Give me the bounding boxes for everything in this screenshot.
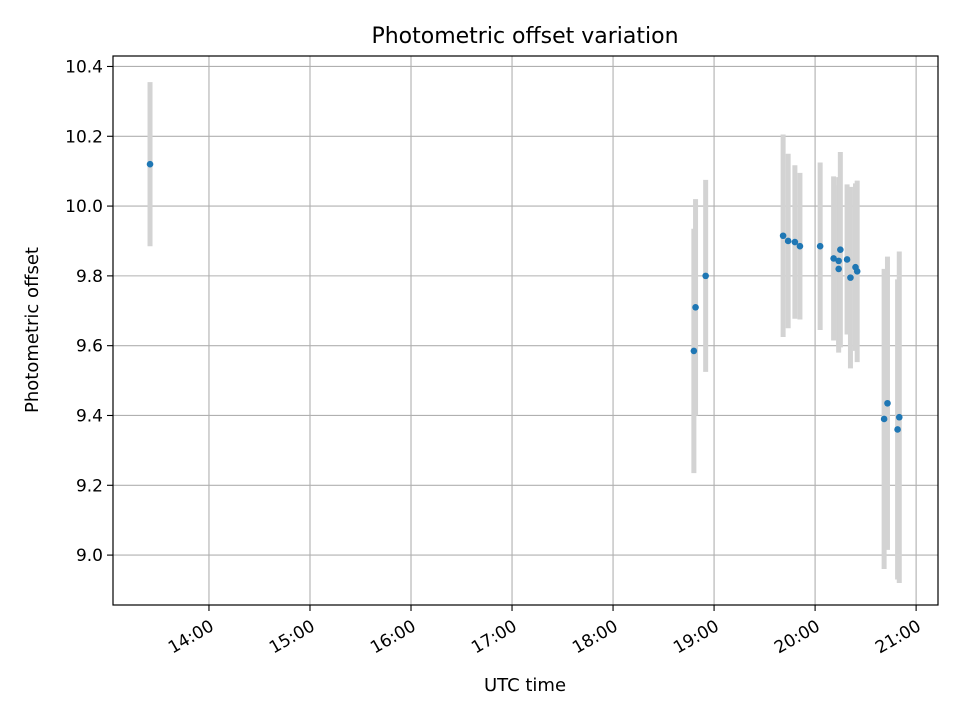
y-tick-label: 10.2 [65,127,103,147]
y-tick-label: 10.0 [65,197,103,217]
data-point [835,265,842,273]
y-axis-label: Photometric offset [22,247,43,413]
y-tick-label: 9.4 [76,406,103,426]
data-point [779,232,787,240]
x-tick-label: 19:00 [670,616,722,658]
plot-area-frame [112,55,939,606]
data-point [884,399,891,407]
y-axis-ticks: 9.0 9.2 9.4 9.6 9.8 10.0 10.2 10.4 [65,57,113,566]
data-point [791,238,799,246]
x-tick-label: 14:00 [165,616,217,658]
data-point [843,256,851,263]
data-point [784,237,792,245]
data-point [853,268,861,275]
data-point [847,274,854,281]
y-tick-label: 9.6 [76,337,103,357]
x-tick-label: 16:00 [367,616,419,658]
y-tick-label: 10.4 [65,57,103,77]
grid [113,56,938,605]
data-point [692,303,699,311]
y-tick-label: 9.8 [76,267,103,287]
data-point [894,426,901,433]
x-tick-label: 18:00 [569,616,621,658]
data-point [816,242,824,250]
data-point [690,347,698,355]
y-tick-label: 9.0 [76,546,103,566]
data-point [702,272,709,280]
data-point [796,242,804,250]
x-tick-label: 15:00 [266,616,318,658]
x-axis-ticks: 14:00 15:00 16:00 17:00 18:00 19:00 20:00 21:00 [165,605,925,658]
chart-title: Photometric offset variation [371,24,678,49]
data-points [146,160,903,433]
data-point [835,257,842,265]
x-axis-label: UTC time [484,675,566,696]
x-tick-label: 17:00 [468,616,520,658]
data-point [837,246,844,254]
y-tick-label: 9.2 [76,476,103,496]
data-point [895,413,903,421]
data-point [146,160,154,168]
data-point [830,255,837,262]
errorbars [147,82,902,584]
data-point [880,415,888,423]
x-tick-label: 21:00 [872,616,924,658]
x-tick-label: 20:00 [771,616,823,658]
